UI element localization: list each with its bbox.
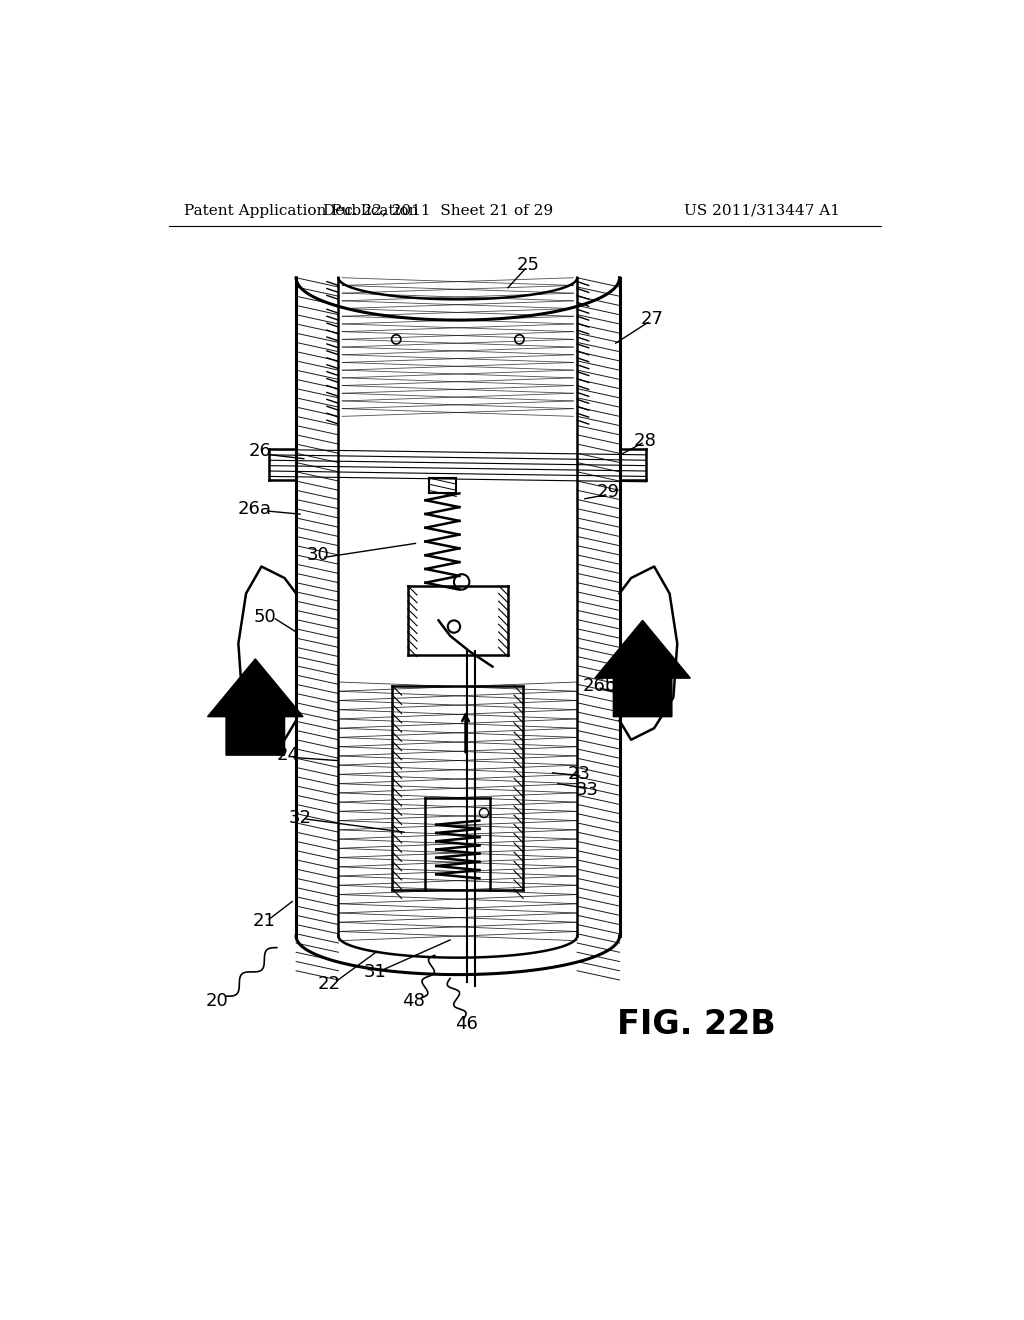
Text: 48: 48 bbox=[402, 991, 425, 1010]
Text: 32: 32 bbox=[289, 809, 311, 826]
Text: Dec. 22, 2011  Sheet 21 of 29: Dec. 22, 2011 Sheet 21 of 29 bbox=[324, 203, 554, 218]
Text: 28: 28 bbox=[634, 432, 656, 450]
Circle shape bbox=[447, 620, 460, 632]
Text: 26b: 26b bbox=[583, 677, 617, 694]
Text: 21: 21 bbox=[252, 912, 275, 929]
Text: 31: 31 bbox=[364, 964, 387, 981]
Text: 33: 33 bbox=[575, 781, 599, 799]
Text: US 2011/313447 A1: US 2011/313447 A1 bbox=[684, 203, 840, 218]
Text: 27: 27 bbox=[641, 310, 665, 327]
Text: 26a: 26a bbox=[238, 500, 271, 517]
Text: 25: 25 bbox=[516, 256, 540, 273]
Text: 50: 50 bbox=[253, 607, 275, 626]
Text: 23: 23 bbox=[568, 766, 591, 783]
Text: 20: 20 bbox=[206, 991, 228, 1010]
Text: 26: 26 bbox=[249, 442, 271, 459]
Text: 22: 22 bbox=[317, 975, 341, 993]
Circle shape bbox=[454, 574, 469, 590]
Text: 29: 29 bbox=[596, 483, 620, 500]
Text: 30: 30 bbox=[307, 546, 330, 564]
Text: 24: 24 bbox=[276, 746, 299, 764]
Polygon shape bbox=[595, 620, 690, 717]
Text: FIG. 22B: FIG. 22B bbox=[617, 1008, 776, 1041]
Text: 46: 46 bbox=[455, 1015, 478, 1032]
Polygon shape bbox=[208, 659, 303, 755]
Text: Patent Application Publication: Patent Application Publication bbox=[184, 203, 419, 218]
